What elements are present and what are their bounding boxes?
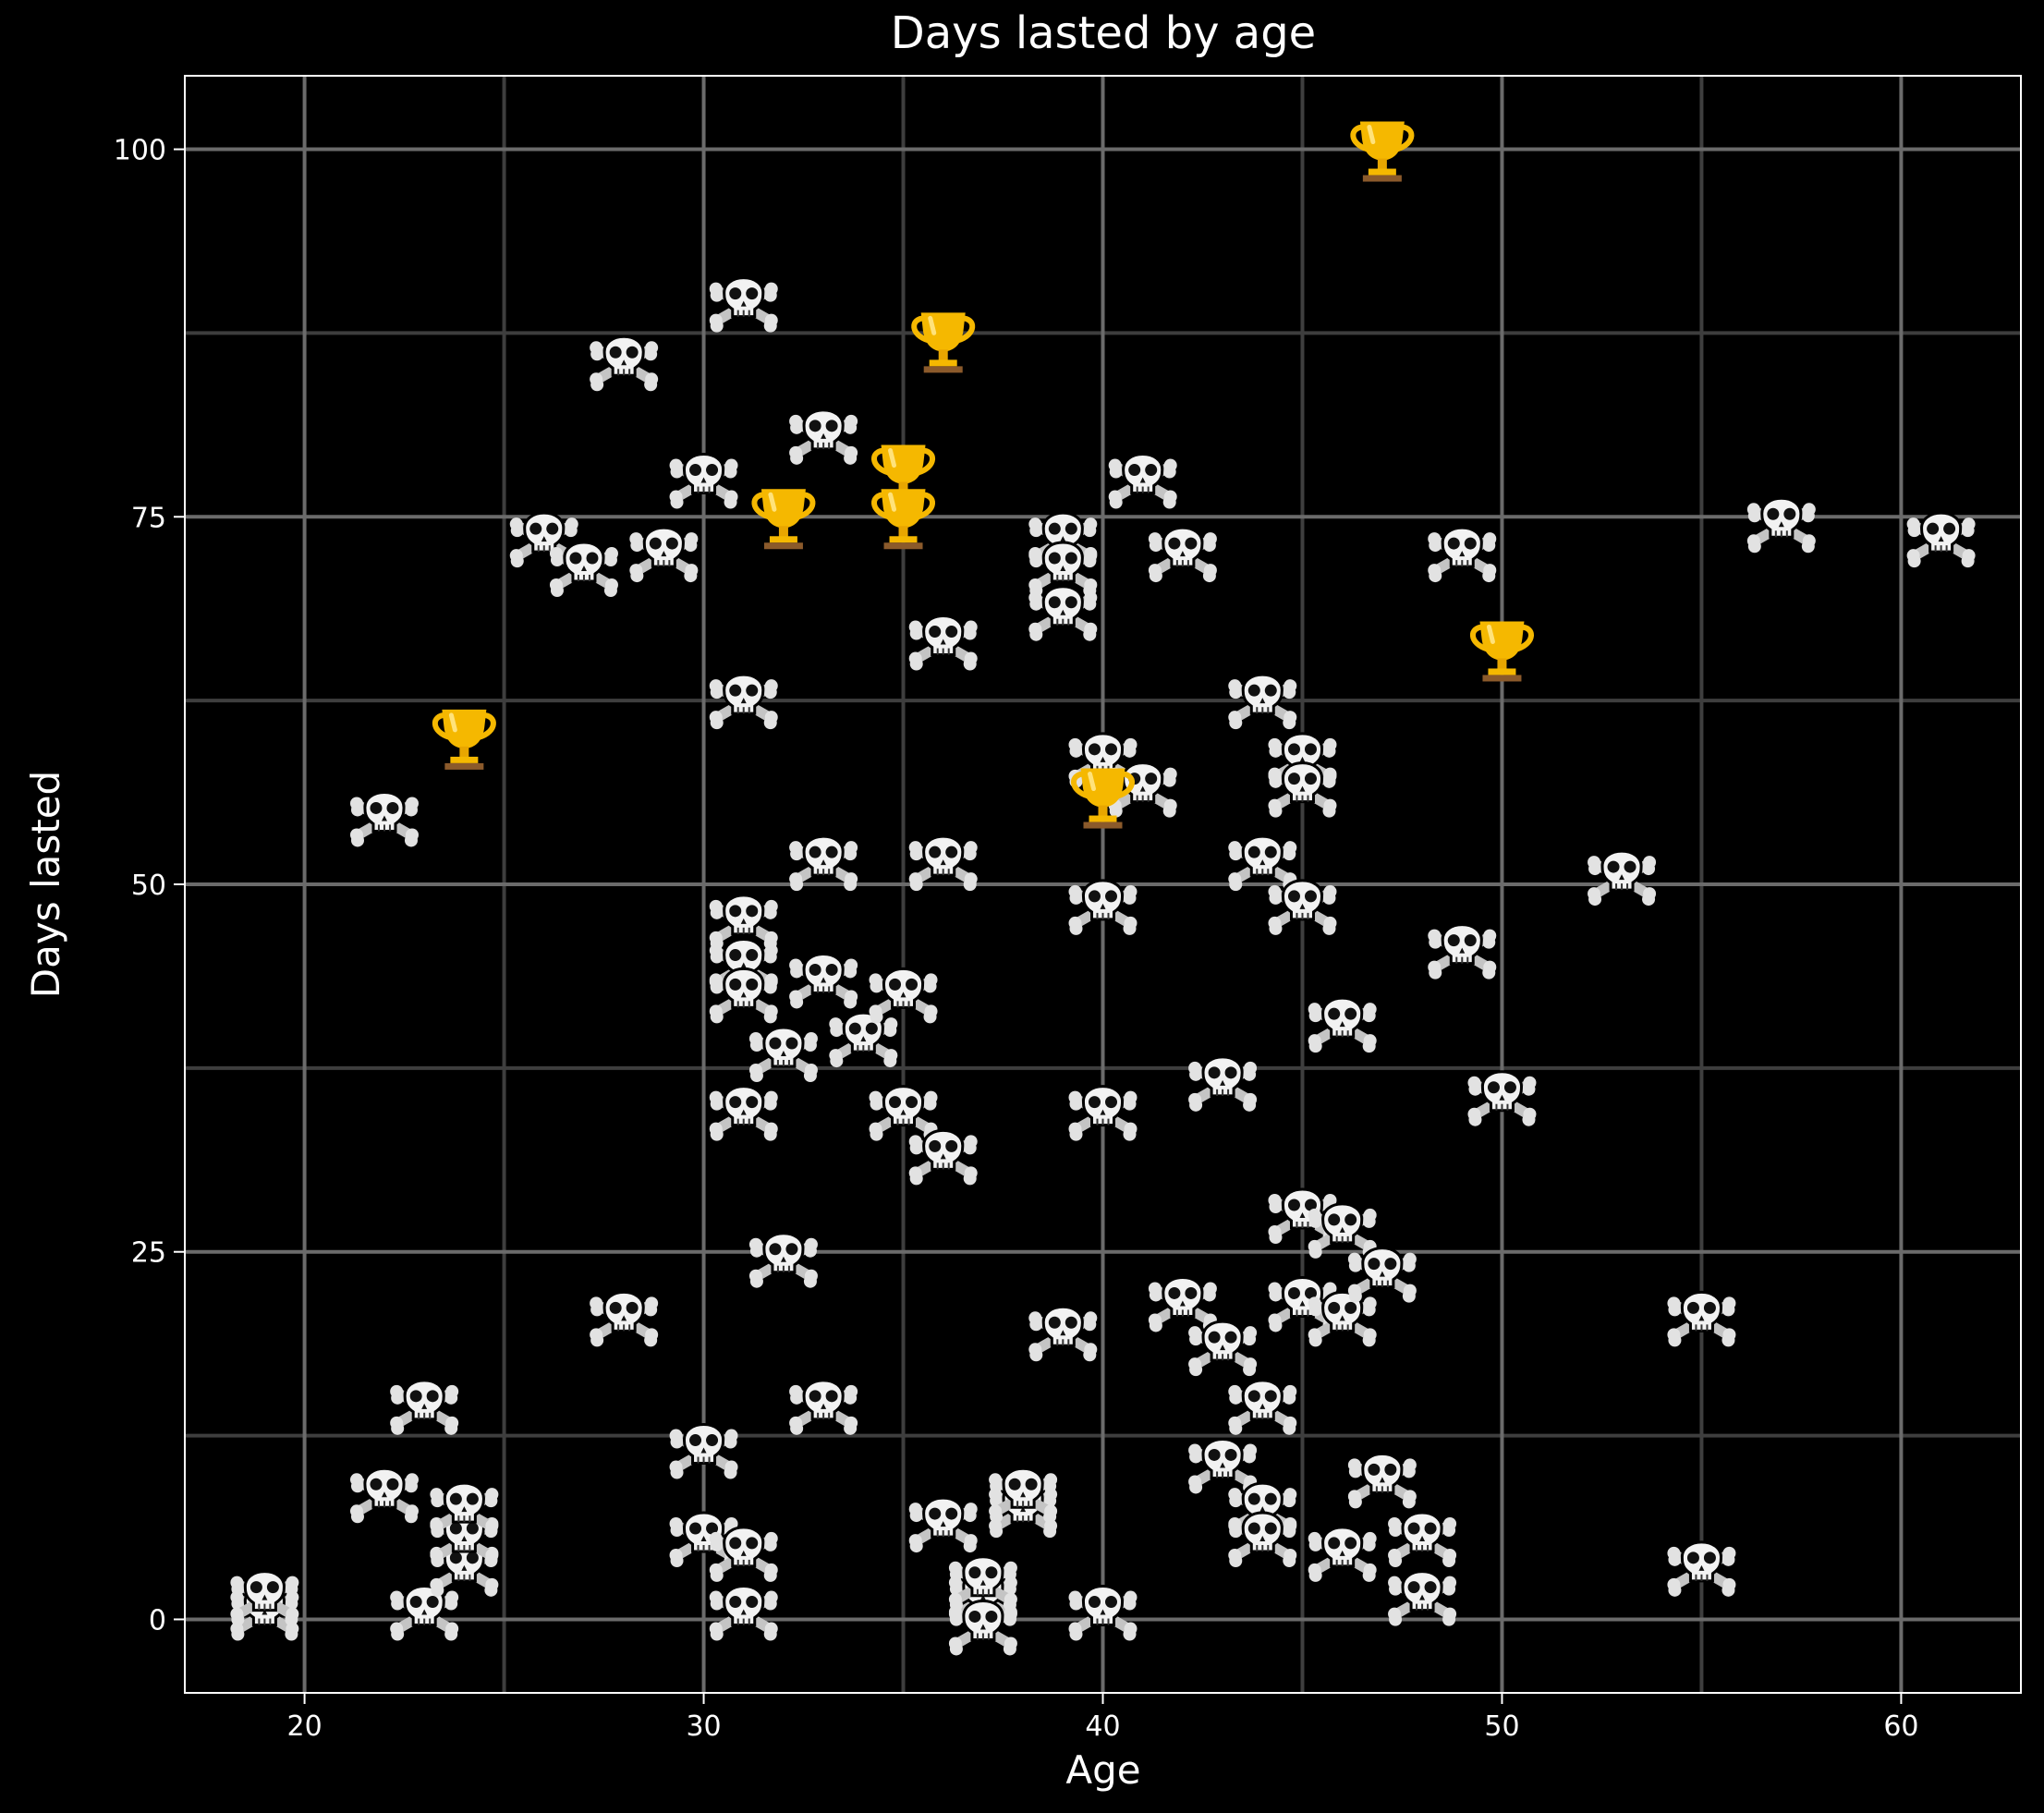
skull-crossbones-icon <box>1228 1513 1296 1567</box>
y-tick-label: 0 <box>149 1604 166 1637</box>
skull-crossbones-icon <box>1428 528 1496 582</box>
skull-crossbones-icon <box>789 1381 858 1435</box>
x-tick-label: 50 <box>1484 1710 1519 1743</box>
skull-crossbones-icon <box>1348 1454 1417 1508</box>
axis-ticks <box>174 148 1903 1704</box>
x-tick-label: 40 <box>1085 1710 1120 1743</box>
trophy-icon <box>914 312 972 372</box>
skull-crossbones-icon <box>350 1468 419 1523</box>
skull-crossbones-icon <box>390 1587 458 1641</box>
trophy-icon <box>435 710 493 770</box>
skull-crossbones-icon <box>710 1587 778 1641</box>
skull-crossbones-icon <box>710 968 778 1023</box>
skull-crossbones-icon <box>1028 1307 1097 1361</box>
skull-crossbones-icon <box>1028 587 1097 641</box>
skull-crossbones-icon <box>909 616 978 671</box>
trophy-icon <box>874 489 932 549</box>
x-tick-label: 30 <box>686 1710 721 1743</box>
trophy-icon <box>754 489 812 549</box>
skull-crossbones-icon <box>1149 1277 1217 1332</box>
skull-crossbones-icon <box>1388 1513 1456 1567</box>
skull-crossbones-icon <box>1188 1439 1257 1493</box>
x-axis-label: Age <box>1065 1747 1140 1793</box>
skull-crossbones-icon <box>710 1087 778 1141</box>
skull-crossbones-icon <box>749 1234 818 1288</box>
skull-crossbones-icon <box>1109 455 1177 509</box>
skull-crossbones-icon <box>590 336 658 391</box>
skull-crossbones-icon <box>710 278 778 333</box>
skull-crossbones-icon <box>1149 528 1217 582</box>
skull-crossbones-icon <box>1228 1381 1296 1435</box>
skull-crossbones-icon <box>789 954 858 1008</box>
trophy-icon <box>1473 621 1531 681</box>
chart-title: Days lasted by age <box>891 7 1316 59</box>
y-tick-label: 25 <box>131 1237 166 1270</box>
skull-crossbones-icon <box>1747 498 1816 553</box>
y-tick-label: 75 <box>131 502 166 534</box>
skull-crossbones-icon <box>1188 1321 1257 1376</box>
skull-crossbones-icon <box>789 410 858 465</box>
skull-crossbones-icon <box>390 1381 458 1435</box>
skull-crossbones-icon <box>829 1013 897 1067</box>
skull-crossbones-icon <box>550 542 618 597</box>
skull-crossbones-icon <box>1348 1248 1417 1303</box>
skull-crossbones-icon <box>1308 998 1377 1053</box>
y-axis-label: Days lasted <box>23 771 68 998</box>
skull-crossbones-icon <box>909 1130 978 1185</box>
y-tick-label: 50 <box>131 870 166 902</box>
skull-crossbones-icon <box>1428 925 1496 980</box>
skull-crossbones-icon <box>1308 1527 1377 1582</box>
skull-crossbones-icon <box>1588 851 1656 906</box>
skull-crossbones-icon <box>749 1028 818 1082</box>
trophy-icon <box>1353 122 1411 182</box>
skull-crossbones-icon <box>1188 1057 1257 1112</box>
x-tick-label: 20 <box>286 1710 322 1743</box>
skull-crossbones-icon <box>629 528 698 582</box>
skull-crossbones-icon <box>590 1292 658 1346</box>
x-tick-label: 60 <box>1883 1710 1918 1743</box>
skull-crossbones-icon <box>909 1498 978 1552</box>
y-tick-label: 100 <box>114 135 166 167</box>
x-tick-labels: 20 30 40 50 60 <box>286 1710 1918 1743</box>
y-tick-labels: 0 25 50 75 100 <box>114 135 166 1637</box>
skull-crossbones-icon <box>1907 513 1976 567</box>
skull-crossbones-icon <box>350 792 419 846</box>
